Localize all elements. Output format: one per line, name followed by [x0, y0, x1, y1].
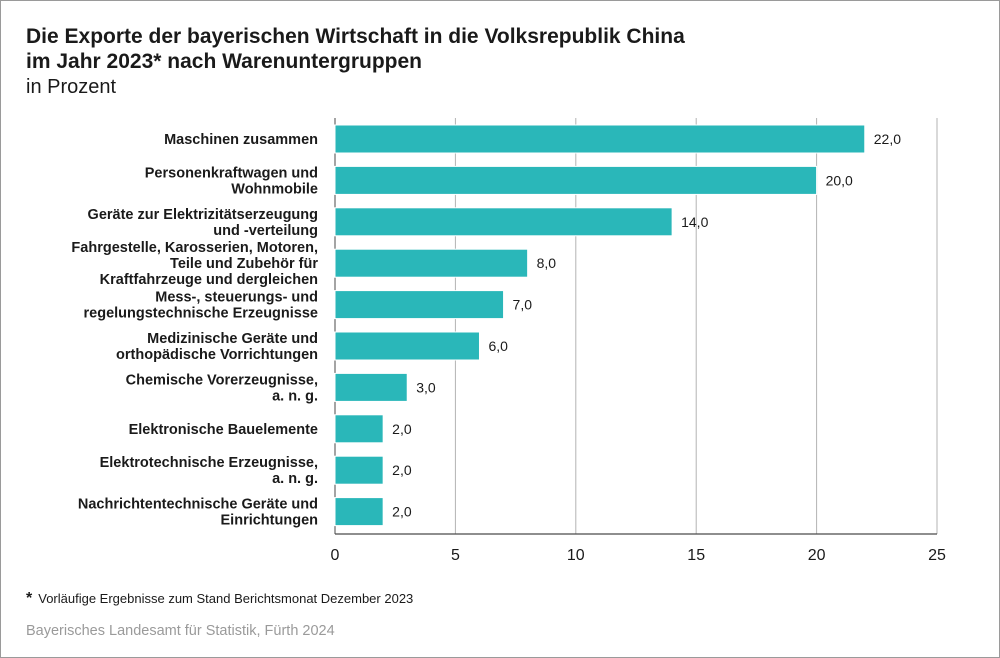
source-credit: Bayerisches Landesamt für Statistik, Für…: [26, 623, 335, 639]
category-label: und -verteilung: [213, 223, 318, 239]
x-tick-label: 10: [567, 547, 585, 564]
bar-value-label: 6,0: [488, 338, 508, 354]
bar: [334, 331, 480, 361]
bar-value-label: 2,0: [392, 504, 412, 520]
x-tick-label: 20: [808, 547, 826, 564]
category-label: orthopädische Vorrichtungen: [116, 347, 318, 363]
category-label: Elektronische Bauelemente: [129, 422, 318, 438]
bar-value-label: 2,0: [392, 421, 412, 437]
x-tick-label: 25: [928, 547, 946, 564]
footnote: * Vorläufige Ergebnisse zum Stand Bericht…: [26, 590, 413, 608]
category-label: Medizinische Geräte und: [147, 331, 318, 347]
category-label: Geräte zur Elektrizitätserzeugung: [88, 207, 318, 223]
category-label: Kraftfahrzeuge und dergleichen: [100, 272, 318, 288]
category-label: Wohnmobile: [231, 181, 318, 197]
x-tick-label: 5: [451, 547, 460, 564]
bar: [334, 455, 384, 485]
bar: [334, 165, 818, 195]
bar-value-label: 20,0: [826, 172, 853, 188]
category-label: Chemische Vorerzeugnisse,: [126, 372, 318, 388]
category-label: Personenkraftwagen und: [145, 165, 318, 181]
category-label: Nachrichtentechnische Geräte und: [78, 497, 318, 513]
category-label: a. n. g.: [272, 388, 318, 404]
x-tick-label: 0: [331, 547, 340, 564]
bar: [334, 248, 529, 278]
chart-subtitle: in Prozent: [26, 76, 117, 98]
category-label: Elektrotechnische Erzeugnisse,: [100, 455, 318, 471]
bar: [334, 372, 408, 402]
category-label: Einrichtungen: [221, 513, 318, 529]
chart-title: Die Exporte der bayerischen Wirtschaft i…: [26, 24, 685, 74]
bar: [334, 290, 505, 320]
bar: [334, 124, 866, 154]
chart-title-line-1: Die Exporte der bayerischen Wirtschaft i…: [26, 25, 685, 48]
bar-value-label: 3,0: [416, 379, 436, 395]
chart-title-line-2: im Jahr 2023* nach Warenuntergruppen: [26, 50, 422, 73]
footnote-text: Vorläufige Ergebnisse zum Stand Berichts…: [38, 591, 414, 606]
bar: [334, 207, 673, 237]
category-label: regelungstechnische Erzeugnisse: [84, 306, 319, 322]
category-label: Fahrgestelle, Karosserien, Motoren,: [71, 240, 318, 256]
bar-value-label: 2,0: [392, 462, 412, 478]
bar: [334, 414, 384, 444]
category-label: Maschinen zusammen: [164, 132, 318, 148]
bar-value-label: 7,0: [513, 297, 533, 313]
bar-value-label: 14,0: [681, 214, 708, 230]
bar-value-label: 8,0: [537, 255, 557, 271]
x-tick-label: 15: [687, 547, 705, 564]
category-label: Mess-, steuerungs- und: [155, 290, 318, 306]
category-label: a. n. g.: [272, 471, 318, 487]
category-label: Teile und Zubehör für: [170, 256, 318, 272]
footnote-marker: *: [26, 590, 33, 607]
bar-value-label: 22,0: [874, 131, 901, 147]
bar: [334, 497, 384, 527]
